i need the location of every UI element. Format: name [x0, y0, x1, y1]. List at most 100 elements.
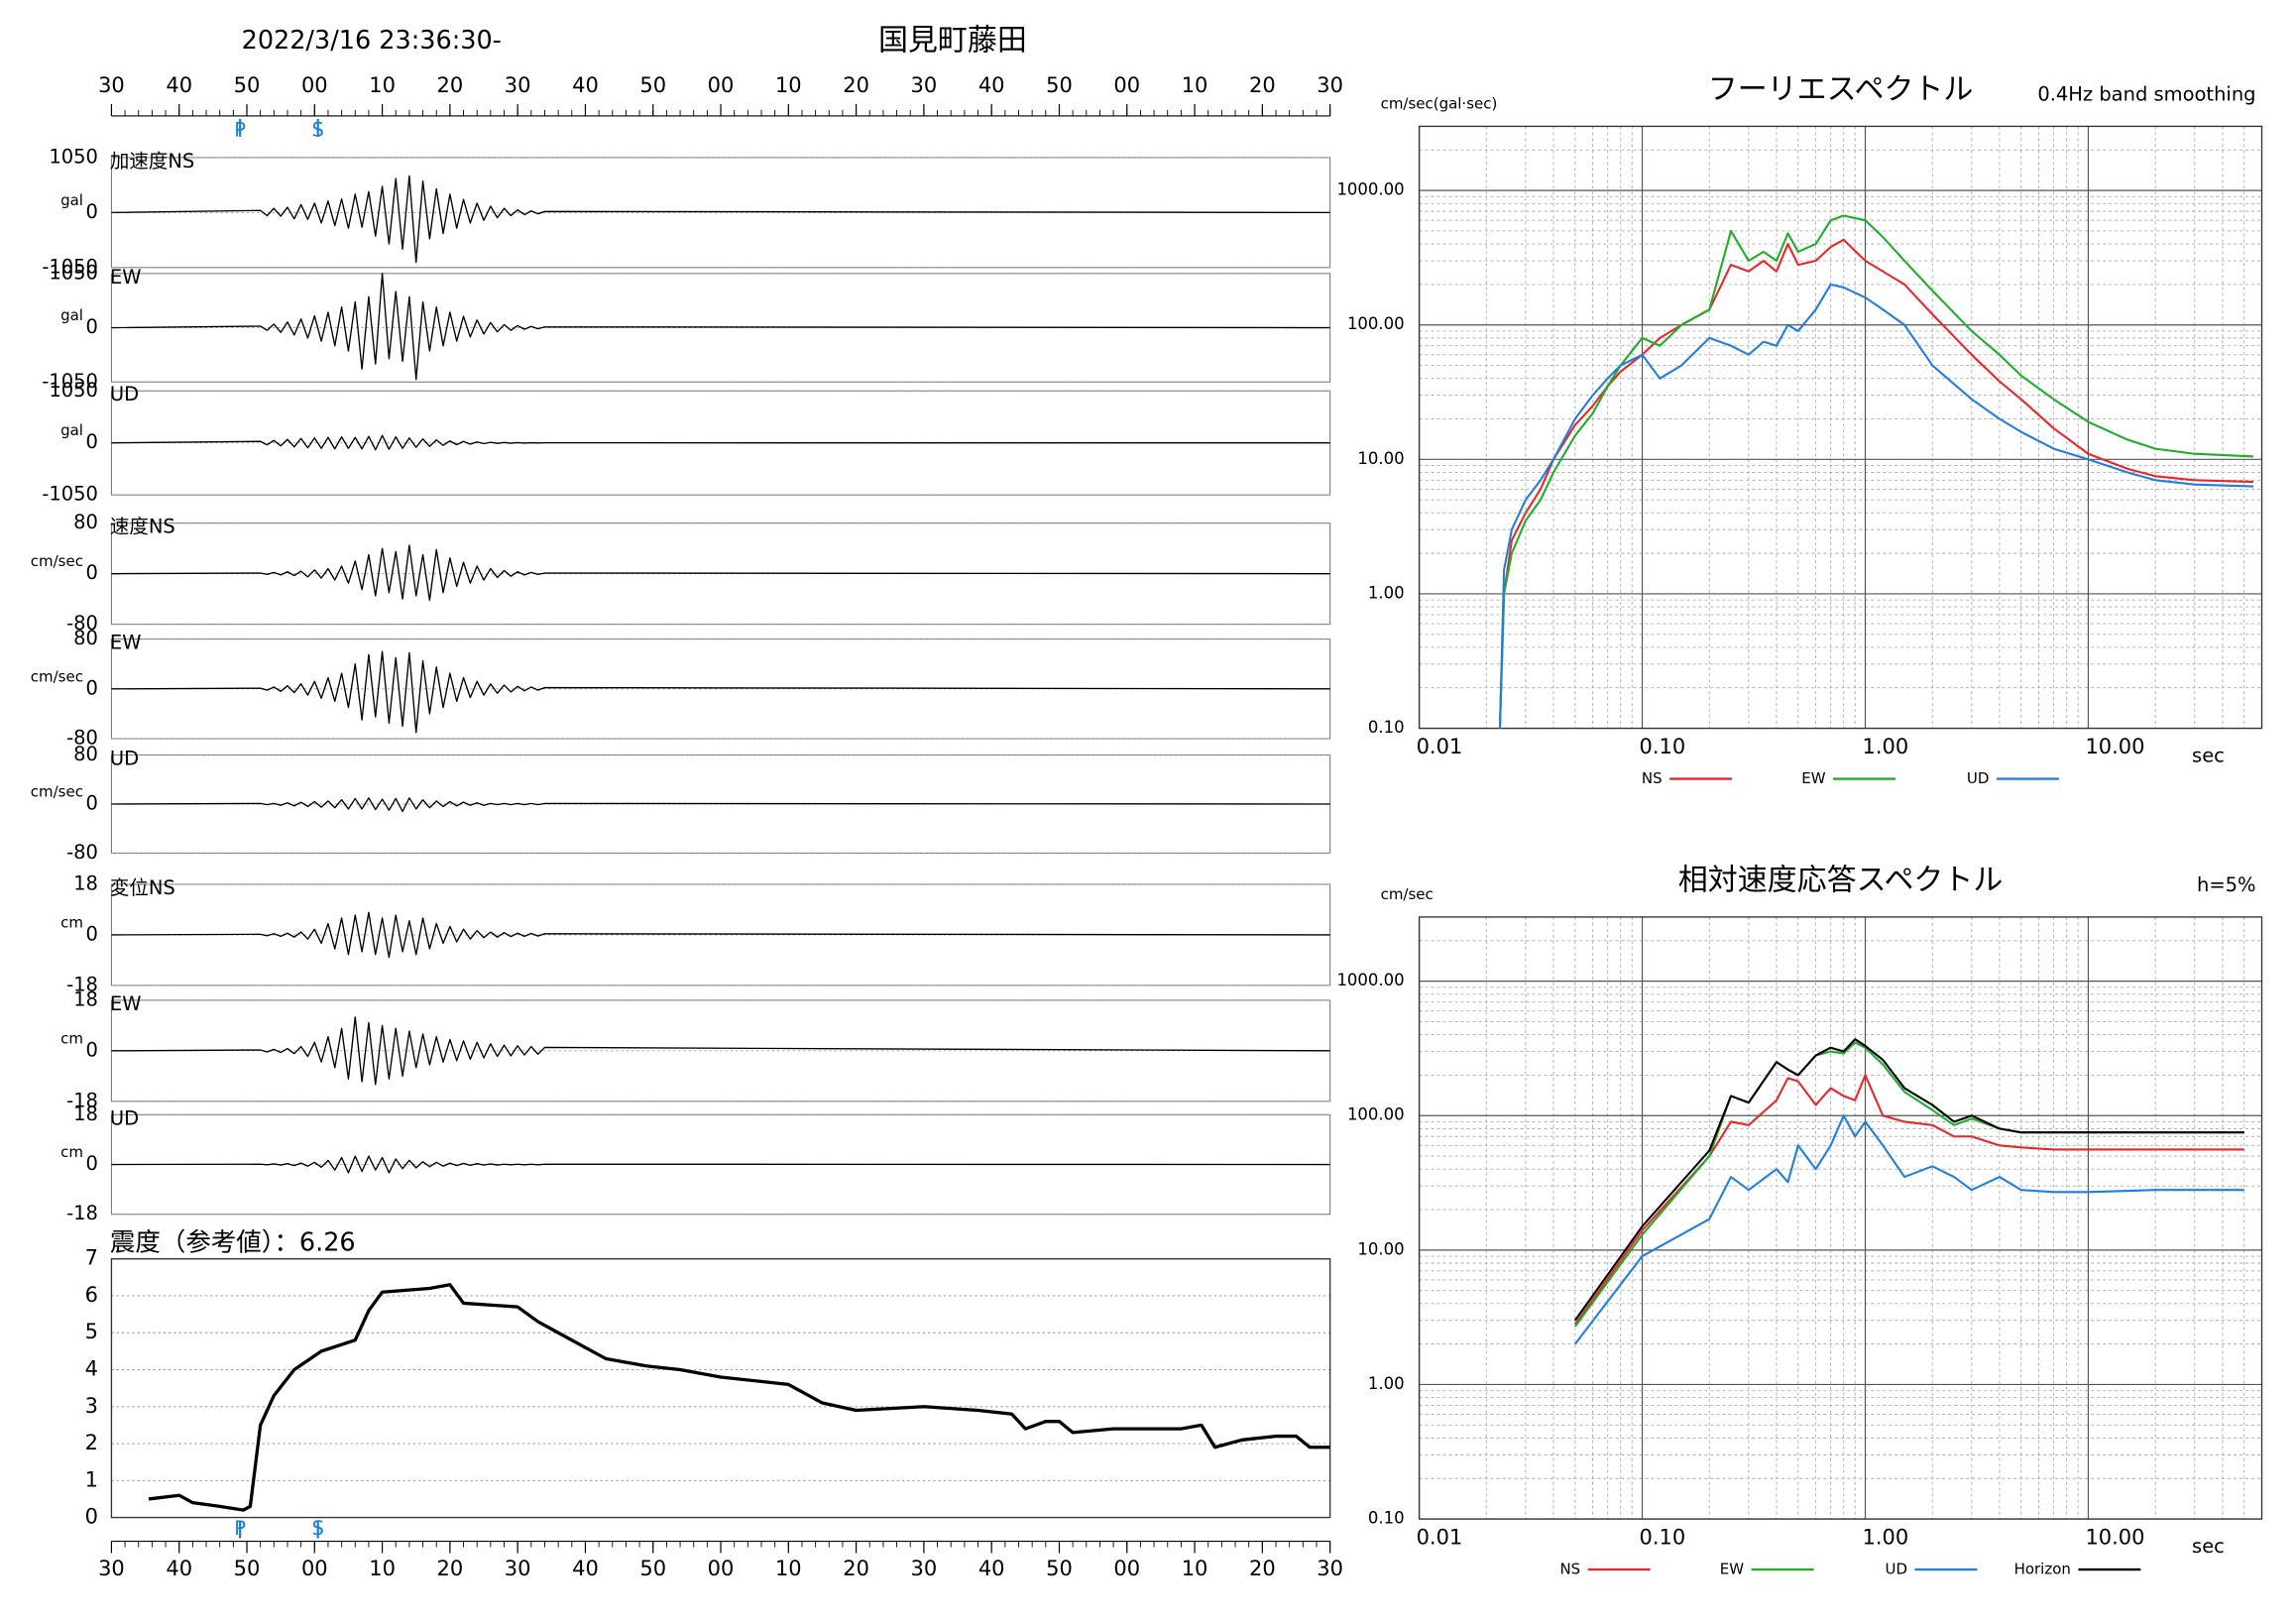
- y-tick-label: 3: [85, 1394, 98, 1418]
- unit-label: cm/sec: [31, 667, 83, 685]
- panel-label: EW: [110, 632, 142, 654]
- x-tick-label: 20: [437, 73, 464, 97]
- y-tick-label: -18: [66, 1202, 98, 1224]
- waveform: [111, 174, 1330, 264]
- plot-frame: [1418, 125, 2263, 730]
- y-tick-label: 0: [86, 430, 98, 453]
- y-tick-label: 100.00: [1347, 1105, 1405, 1124]
- x-tick-label: 10: [775, 1557, 802, 1580]
- x-tick-label: 40: [166, 1557, 192, 1580]
- x-tick-label: 20: [437, 1557, 464, 1580]
- y-tick-label: -1050: [42, 483, 98, 506]
- legend-label: NS: [1559, 1561, 1580, 1578]
- x-tick-label: 40: [978, 73, 1005, 97]
- x-axis-label: sec: [2192, 745, 2225, 767]
- unit-label: gal: [60, 191, 83, 209]
- legend-label: EW: [1720, 1561, 1744, 1578]
- series-line: [1573, 1038, 2244, 1322]
- x-tick-label: 30: [98, 1557, 125, 1580]
- panel-label: EW: [110, 992, 142, 1015]
- phase-label: S: [312, 118, 324, 141]
- panel-label: UD: [110, 1106, 139, 1129]
- plot-frame: [1418, 916, 2263, 1520]
- x-tick-label: 50: [639, 73, 666, 97]
- legend-label: UD: [1885, 1561, 1907, 1578]
- x-tick-label: 1.00: [1863, 735, 1909, 758]
- y-tick-label: 1050: [49, 145, 98, 168]
- y-tick-label: -80: [66, 841, 98, 864]
- panel-label: UD: [110, 748, 139, 770]
- y-tick-label: 2: [85, 1431, 98, 1454]
- y-tick-label: 18: [73, 987, 98, 1010]
- series-line: [1573, 1074, 2244, 1326]
- phase-label: P: [234, 118, 246, 141]
- panel-label: 速度NS: [110, 516, 175, 538]
- series-line: [1573, 1041, 2244, 1328]
- series-line: [1573, 1114, 2244, 1345]
- y-tick-label: 80: [73, 743, 98, 765]
- x-tick-label: 10: [775, 73, 802, 97]
- x-tick-label: 30: [505, 73, 531, 97]
- x-tick-label: 10: [369, 73, 396, 97]
- x-tick-label: 00: [301, 1557, 328, 1580]
- y-axis-label: cm/sec: [1381, 885, 1434, 903]
- series-line: [1498, 238, 2254, 729]
- x-tick-label: 10.00: [2085, 1526, 2144, 1550]
- x-tick-label: 50: [234, 1557, 261, 1580]
- y-tick-label: 0: [86, 1152, 98, 1175]
- chart-title: フーリエスペクトル: [1708, 72, 1974, 107]
- y-axis-label: cm/sec(gal·sec): [1381, 94, 1498, 112]
- y-tick-label: 100.00: [1347, 314, 1405, 333]
- y-tick-label: 1000.00: [1336, 971, 1404, 989]
- y-tick-label: 18: [73, 871, 98, 894]
- x-tick-label: 50: [1046, 1557, 1073, 1580]
- y-tick-label: 4: [85, 1357, 98, 1381]
- waveform: [111, 544, 1330, 602]
- x-tick-label: 50: [234, 73, 261, 97]
- waveform: [111, 273, 1330, 381]
- y-tick-label: 0: [86, 1038, 98, 1061]
- plot-frame: [110, 1258, 1331, 1519]
- y-tick-label: -80: [66, 727, 98, 750]
- x-tick-label: 1.00: [1863, 1526, 1909, 1550]
- legend-label: Horizon: [2014, 1561, 2071, 1578]
- waveform: [111, 1016, 1330, 1086]
- x-tick-label: 20: [843, 73, 869, 97]
- phase-label: S: [312, 1517, 324, 1540]
- x-tick-label: 20: [1249, 1557, 1276, 1580]
- y-tick-label: 10.00: [1357, 449, 1404, 468]
- y-tick-label: 0.10: [1368, 1509, 1405, 1528]
- x-tick-label: 30: [1317, 1557, 1343, 1580]
- legend-label: UD: [1967, 769, 1990, 787]
- series-line: [1498, 214, 2254, 729]
- panel-label: 加速度NS: [110, 150, 194, 173]
- y-tick-label: 0: [86, 315, 98, 338]
- chart-title: 相対速度応答スペクトル: [1678, 863, 2004, 897]
- x-tick-label: 10.00: [2085, 735, 2144, 758]
- unit-label: cm: [60, 1029, 83, 1047]
- y-tick-label: 18: [73, 1102, 98, 1125]
- y-tick-label: 80: [73, 511, 98, 533]
- y-tick-label: 10.00: [1357, 1239, 1404, 1258]
- x-tick-label: 40: [572, 1557, 599, 1580]
- x-tick-label: 10: [1182, 73, 1208, 97]
- unit-label: gal: [60, 306, 83, 324]
- x-tick-label: 0.10: [1640, 1526, 1686, 1550]
- x-tick-label: 00: [1113, 73, 1140, 97]
- x-tick-label: 40: [572, 73, 599, 97]
- chart-title: 国見町藤田: [878, 23, 1027, 58]
- series-line: [148, 1283, 1330, 1512]
- x-tick-label: 0.01: [1417, 735, 1463, 758]
- y-tick-label: 0: [86, 561, 98, 584]
- legend-label: EW: [1801, 769, 1825, 787]
- y-tick-label: 6: [85, 1283, 98, 1307]
- y-tick-label: 1050: [49, 379, 98, 402]
- y-tick-label: -80: [66, 612, 98, 635]
- x-tick-label: 50: [639, 1557, 666, 1580]
- y-tick-label: 0: [85, 1505, 98, 1529]
- y-tick-label: -1050: [42, 255, 98, 278]
- waveform: [111, 911, 1330, 959]
- chart-subtitle: 0.4Hz band smoothing: [2037, 82, 2255, 105]
- x-tick-label: 00: [301, 73, 328, 97]
